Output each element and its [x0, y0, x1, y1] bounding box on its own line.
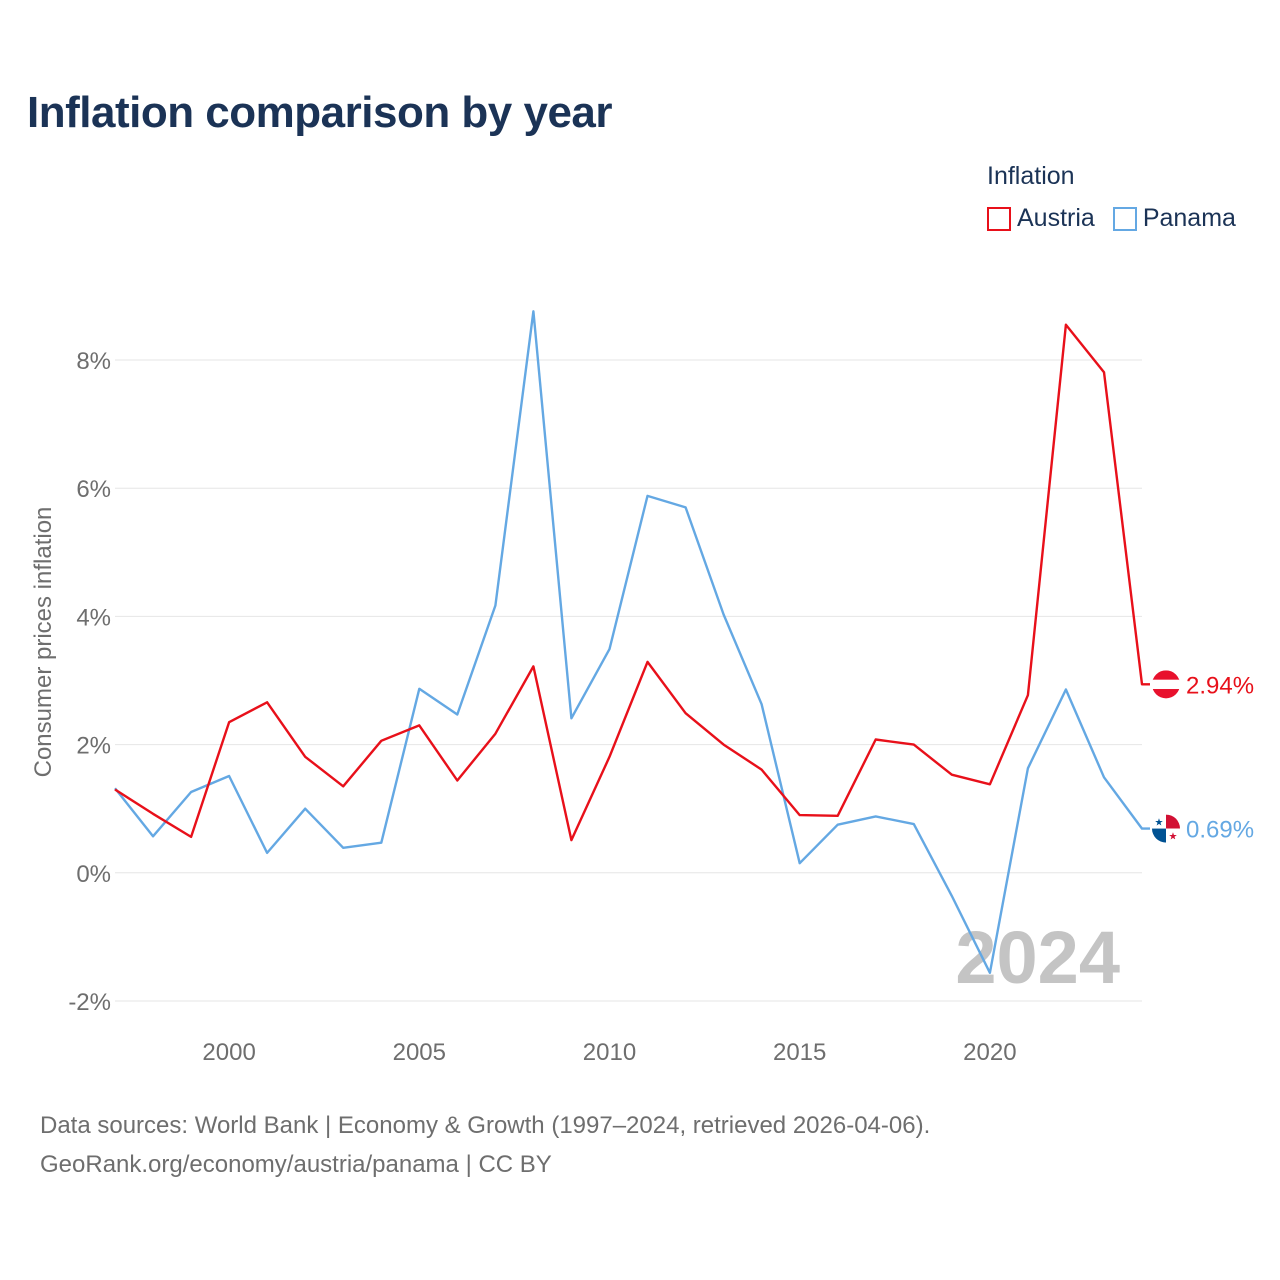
panama-flag-icon: ★★ [1152, 814, 1180, 843]
x-tick-label: 2010 [583, 1039, 636, 1066]
x-tick-label: 2000 [202, 1039, 255, 1066]
legend-item-panama[interactable]: Panama [1112, 204, 1236, 233]
y-tick-label: 6% [76, 476, 111, 503]
y-tick-label: -2% [68, 989, 111, 1016]
end-label-panama: 0.69% [1186, 817, 1254, 844]
legend-title: Inflation [987, 162, 1075, 190]
austria-flag-icon [1152, 670, 1180, 699]
x-tick-label: 2020 [963, 1039, 1016, 1066]
svg-text:★: ★ [1169, 832, 1178, 843]
legend: Austria Panama [987, 204, 1236, 233]
source-line-2: GeoRank.org/economy/austria/panama | CC … [40, 1151, 552, 1178]
source-note: Data sources: World Bank | Economy & Gro… [40, 1106, 930, 1184]
x-tick-label: 2015 [773, 1039, 826, 1066]
series-line-panama [114, 310, 1150, 974]
y-axis-label: Consumer prices inflation [30, 507, 57, 778]
series-line-austria [114, 323, 1150, 842]
year-watermark: 2024 [955, 916, 1120, 999]
source-line-1: Data sources: World Bank | Economy & Gro… [40, 1112, 931, 1139]
y-tick-label: 8% [76, 348, 111, 375]
legend-swatch-panama [1112, 206, 1137, 231]
y-tick-label: 4% [76, 604, 111, 631]
y-tick-label: 0% [76, 861, 111, 888]
legend-item-austria[interactable]: Austria [987, 204, 1095, 233]
chart-title: Inflation comparison by year [27, 88, 613, 137]
legend-swatch-austria [987, 206, 1011, 231]
legend-label-panama: Panama [1142, 204, 1236, 232]
legend-label-austria: Austria [1017, 204, 1095, 232]
svg-text:★: ★ [1155, 818, 1164, 829]
end-label-austria: 2.94% [1186, 672, 1254, 699]
y-tick-label: 2% [76, 733, 111, 760]
x-tick-label: 2005 [393, 1039, 446, 1066]
